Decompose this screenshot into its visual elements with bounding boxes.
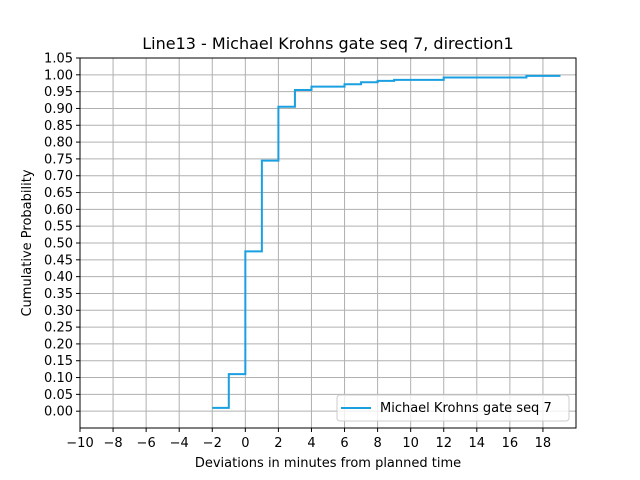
y-tick-label: 0.90: [44, 102, 73, 117]
y-tick-label: 0.55: [44, 220, 73, 235]
y-tick-label: 1.05: [44, 52, 73, 67]
y-tick-label: 0.25: [44, 321, 73, 336]
legend-box: [336, 394, 570, 422]
x-tick-label: 14: [469, 436, 486, 451]
y-tick-label: 0.95: [44, 85, 73, 100]
x-tick-label: 16: [502, 436, 519, 451]
x-tick-label: −8: [103, 436, 122, 451]
y-tick-label: 0.45: [44, 253, 73, 268]
x-axis-label: Deviations in minutes from planned time: [195, 456, 461, 471]
y-tick-label: 0.35: [44, 287, 73, 302]
y-tick-label: 0.85: [44, 119, 73, 134]
y-tick-label: 0.65: [44, 186, 73, 201]
y-tick-label: 0.15: [44, 354, 73, 369]
x-tick-label: 4: [307, 436, 315, 451]
x-tick-label: 0: [241, 436, 249, 451]
x-tick-label: 6: [340, 436, 348, 451]
y-tick-label: 0.50: [44, 237, 73, 252]
y-tick-label: 0.00: [44, 405, 73, 420]
y-tick-label: 0.20: [44, 337, 73, 352]
x-tick-label: 18: [535, 436, 552, 451]
x-tick-label: 10: [402, 436, 419, 451]
y-tick-label: 0.80: [44, 136, 73, 151]
y-tick-label: 0.75: [44, 152, 73, 167]
chart-title: Line13 - Michael Krohns gate seq 7, dire…: [142, 34, 513, 53]
x-tick-label: −4: [170, 436, 189, 451]
grid: [79, 57, 576, 428]
y-axis-label: Cumulative Probability: [20, 169, 35, 316]
series-layer: [212, 74, 561, 409]
x-axis-ticks: −10 −8 −6 −4 −2 0 2 4 6 8 10 12 14 16 18: [66, 428, 551, 451]
x-tick-label: 12: [435, 436, 452, 451]
y-tick-label: 0.70: [44, 169, 73, 184]
legend-label: Michael Krohns gate seq 7: [380, 401, 552, 416]
x-tick-label: 8: [373, 436, 381, 451]
y-axis-ticks: 0.00 0.05 0.10 0.15 0.200.25 0.30 0.35 0.40 0.45…: [44, 52, 80, 420]
y-tick-label: 0.40: [44, 270, 73, 285]
x-tick-label: −6: [137, 436, 156, 451]
y-tick-label: 0.05: [44, 388, 73, 403]
y-tick-label: 1.00: [44, 68, 73, 83]
y-tick-label: 0.10: [44, 371, 73, 386]
legend: Michael Krohns gate seq 7: [336, 394, 570, 422]
y-tick-label: 0.30: [44, 304, 73, 319]
y-tick-label: 0.60: [44, 203, 73, 218]
x-tick-label: 2: [274, 436, 282, 451]
x-tick-label: −2: [203, 436, 222, 451]
x-tick-label: −10: [66, 436, 93, 451]
series-line: [212, 74, 561, 409]
